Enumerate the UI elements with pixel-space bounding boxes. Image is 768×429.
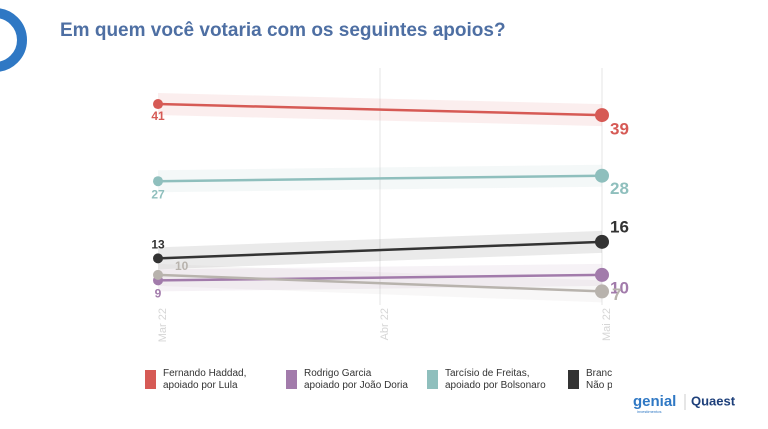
data-label: 27 bbox=[151, 187, 165, 201]
logo-genial: genial bbox=[633, 393, 676, 410]
data-label: 10 bbox=[175, 259, 189, 273]
point bbox=[595, 234, 609, 249]
legend-swatch bbox=[286, 370, 297, 389]
line bbox=[157, 240, 603, 260]
data-label: 28 bbox=[610, 179, 629, 198]
data-label: 7 bbox=[612, 285, 621, 304]
chart-title: Em quem você votaria com os seguintes ap… bbox=[60, 20, 506, 41]
point bbox=[153, 269, 163, 280]
legend-label: Fernando Haddad, apoiado por Lula bbox=[163, 368, 247, 391]
point bbox=[153, 99, 163, 110]
data-label: 39 bbox=[610, 120, 629, 139]
legend-items: Fernando Haddad, apoiado por Lula Rodrigo… bbox=[145, 368, 612, 398]
logo-quaest: Quaest bbox=[691, 393, 736, 408]
x-tick-label: Mar 22 bbox=[157, 308, 169, 342]
line bbox=[157, 273, 603, 282]
x-tick-label: Abr 22 bbox=[379, 308, 391, 340]
data-label: 13 bbox=[151, 238, 165, 252]
point bbox=[595, 267, 609, 282]
logo-genial-sub: investimentos bbox=[637, 409, 661, 414]
legend-label: Branco/N Não pret bbox=[586, 368, 612, 391]
point bbox=[153, 253, 163, 264]
data-label: 10 bbox=[610, 278, 629, 297]
legend-item: Tarcísio de Freitas, apoiado por Bolsona… bbox=[427, 368, 546, 392]
point bbox=[595, 108, 609, 123]
line bbox=[157, 102, 603, 117]
legend-swatch bbox=[568, 370, 579, 389]
line bbox=[157, 174, 603, 183]
legend-item: Rodrigo Garcia apoiado por João Doria bbox=[286, 368, 408, 392]
header-logo bbox=[0, 8, 27, 72]
line bbox=[157, 273, 603, 293]
data-label: 41 bbox=[151, 109, 165, 123]
legend-label: Rodrigo Garcia apoiado por João Doria bbox=[304, 368, 408, 391]
legend-item: Fernando Haddad, apoiado por Lula bbox=[145, 368, 246, 392]
legend-swatch bbox=[145, 370, 156, 389]
legend-label: Tarcísio de Freitas, apoiado por Bolsona… bbox=[445, 368, 546, 391]
x-tick-label: Mai 22 bbox=[601, 308, 613, 341]
data-label: 16 bbox=[610, 217, 629, 236]
data-label: 9 bbox=[155, 287, 162, 301]
point bbox=[595, 284, 609, 299]
point bbox=[153, 176, 163, 187]
legend-swatch bbox=[427, 370, 438, 389]
point bbox=[595, 168, 609, 183]
legend-item: Branco/N Não pret bbox=[568, 368, 612, 392]
